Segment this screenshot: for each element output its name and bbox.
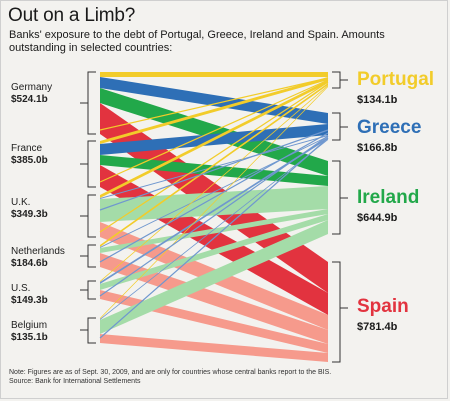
bracket-germany bbox=[80, 71, 96, 135]
bracket-ireland bbox=[332, 160, 348, 235]
bracket-france bbox=[80, 140, 96, 188]
bracket-belgium bbox=[80, 317, 96, 344]
flow-bands bbox=[100, 72, 328, 362]
thin-line-portugal-1 bbox=[99, 77, 329, 131]
thin-line-portugal-2 bbox=[99, 79, 329, 183]
flow-netherlands-portugal bbox=[100, 83, 328, 247]
source-germany: Germany $524.1b bbox=[11, 82, 52, 106]
bracket-portugal bbox=[332, 71, 348, 89]
target-brackets bbox=[332, 71, 348, 363]
source-brackets bbox=[80, 71, 96, 344]
thin-line-greece-3 bbox=[99, 135, 329, 297]
flow-belgium-spain bbox=[100, 334, 328, 362]
source-name: U.K. bbox=[11, 197, 31, 208]
target-ireland-name: Ireland bbox=[357, 187, 420, 208]
flow-germany-ireland bbox=[100, 88, 328, 176]
flow-uk-ireland bbox=[100, 186, 328, 222]
source-uk: U.K. $349.3b bbox=[11, 197, 48, 221]
chart-title: Out on a Limb? bbox=[8, 5, 136, 26]
source-amount: $149.3b bbox=[11, 295, 48, 306]
target-ireland-amount: $644.9b bbox=[357, 212, 398, 224]
source-france: France $385.0b bbox=[11, 143, 48, 167]
source-netherlands: Netherlands $184.6b bbox=[11, 246, 65, 270]
flow-netherlands-ireland bbox=[100, 209, 328, 253]
flow-us-portugal bbox=[100, 85, 328, 282]
target-spain-amount: $781.4b bbox=[357, 321, 398, 333]
source-name: France bbox=[11, 143, 43, 154]
source-name: Germany bbox=[11, 82, 53, 93]
flow-netherlands-greece bbox=[100, 136, 328, 248]
flow-belgium-greece bbox=[100, 139, 328, 320]
flow-germany-portugal bbox=[100, 72, 328, 77]
thin-line-portugal-3 bbox=[99, 81, 329, 233]
bracket-us bbox=[80, 280, 96, 300]
source-amount: $184.6b bbox=[11, 258, 48, 269]
source-name: Netherlands bbox=[11, 246, 65, 257]
note-text: Note: Figures are as of Sept. 30, 2009, … bbox=[9, 369, 332, 376]
source-name: Belgium bbox=[11, 320, 48, 331]
target-portugal-name: Portugal bbox=[357, 69, 435, 90]
source-name: U.S. bbox=[11, 283, 31, 294]
flow-germany-greece bbox=[100, 77, 328, 124]
source-amount: $135.1b bbox=[11, 332, 48, 343]
bracket-uk bbox=[80, 194, 96, 238]
thin-line-greece-1 bbox=[99, 129, 329, 211]
flow-france-portugal bbox=[100, 77, 328, 144]
source-amount: $349.3b bbox=[11, 209, 48, 220]
source-text: Source: Bank for International Settlemen… bbox=[9, 378, 141, 385]
flow-uk-portugal bbox=[100, 80, 328, 198]
flow-thin-lines bbox=[99, 77, 329, 339]
source-amount: $524.1b bbox=[11, 94, 48, 105]
source-belgium: Belgium $135.1b bbox=[11, 320, 48, 344]
target-spain-name: Spain bbox=[357, 296, 409, 317]
target-portugal-amount: $134.1b bbox=[357, 94, 398, 106]
flow-belgium-portugal bbox=[100, 86, 328, 319]
flow-us-greece bbox=[100, 137, 328, 284]
source-us: U.S. $149.3b bbox=[11, 283, 48, 307]
bracket-greece bbox=[332, 112, 348, 141]
thin-line-greece-2 bbox=[99, 132, 329, 263]
chart-subtitle: Banks' exposure to the debt of Portugal,… bbox=[9, 29, 385, 54]
flow-uk-greece bbox=[100, 135, 328, 199]
bracket-spain bbox=[332, 261, 348, 363]
flow-netherlands-spain bbox=[100, 253, 328, 344]
thin-line-greece-4 bbox=[99, 137, 329, 339]
target-greece-amount: $166.8b bbox=[357, 142, 398, 154]
flow-belgium-ireland bbox=[100, 220, 328, 334]
bracket-netherlands bbox=[80, 244, 96, 268]
flow-us-ireland bbox=[100, 214, 328, 290]
target-greece-name: Greece bbox=[357, 117, 422, 138]
footnote: Note: Figures are as of Sept. 30, 2009, … bbox=[9, 368, 439, 386]
source-amount: $385.0b bbox=[11, 155, 48, 166]
